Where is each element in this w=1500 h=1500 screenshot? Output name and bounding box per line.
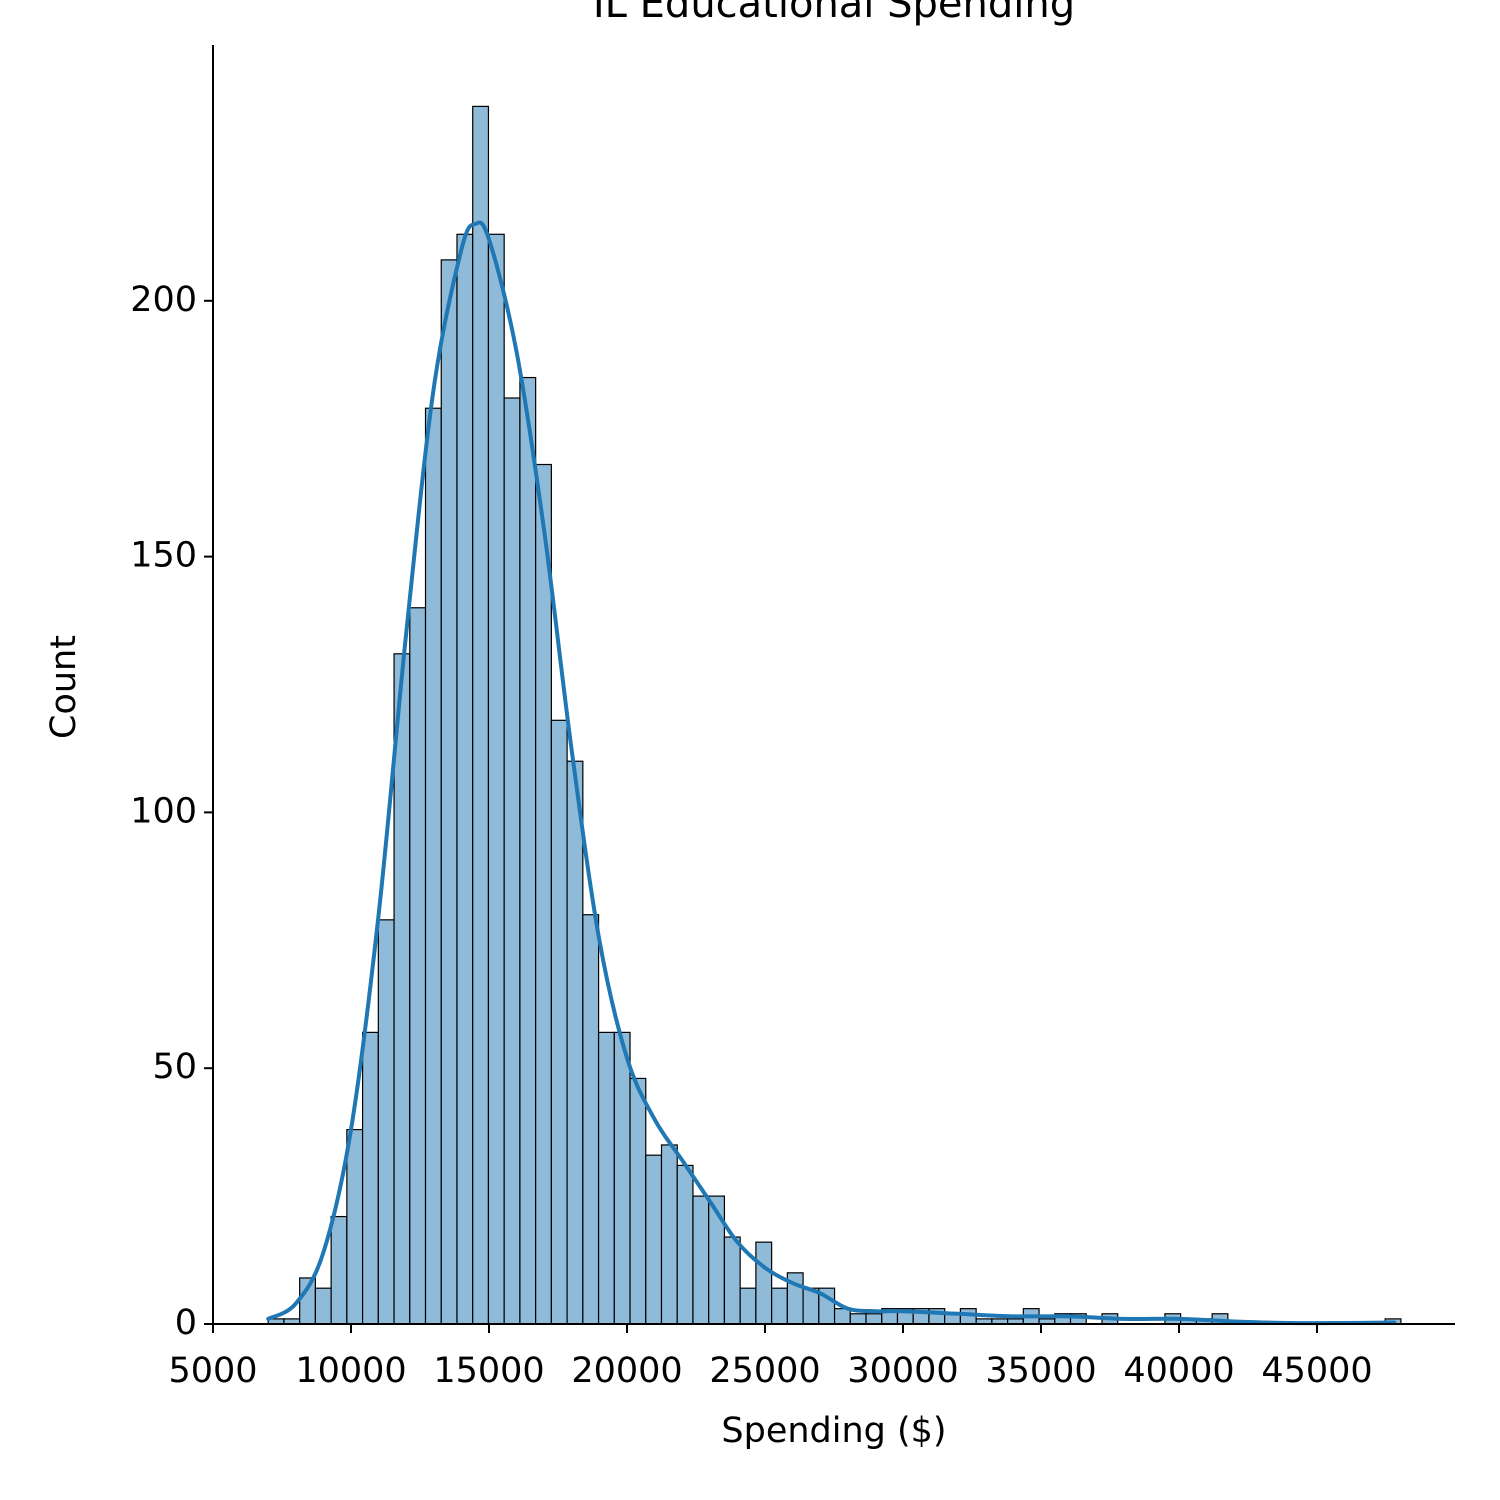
- x-tick-label: 35000: [985, 1351, 1096, 1391]
- bar: [597, 1031, 615, 1325]
- bar: [865, 1313, 883, 1325]
- x-tick-label: 5000: [168, 1351, 257, 1391]
- bar: [346, 1128, 364, 1325]
- x-axis-label: Spending ($): [721, 1411, 946, 1451]
- bar: [566, 760, 584, 1325]
- x-tick-label: 10000: [295, 1351, 406, 1391]
- bar: [755, 1241, 773, 1325]
- bar: [582, 914, 600, 1325]
- x-tick-label: 25000: [709, 1351, 820, 1391]
- y-axis-label: Count: [44, 635, 84, 739]
- bar: [424, 407, 442, 1325]
- y-tick-label: 50: [152, 1047, 197, 1087]
- bar: [771, 1287, 788, 1325]
- bar: [550, 719, 568, 1325]
- bar: [377, 919, 395, 1325]
- y-tick-label: 0: [175, 1303, 197, 1343]
- x-tick-label: 20000: [571, 1351, 682, 1391]
- bar: [535, 463, 552, 1325]
- bar: [314, 1287, 332, 1325]
- y-tick-label: 100: [130, 791, 197, 831]
- bar: [409, 607, 427, 1325]
- bar: [613, 1031, 631, 1325]
- x-tick-label: 45000: [1261, 1351, 1372, 1391]
- x-tick-label: 15000: [433, 1351, 544, 1391]
- bar: [440, 259, 458, 1325]
- bar: [645, 1154, 663, 1325]
- bar: [849, 1313, 867, 1325]
- kde-line: [266, 220, 1397, 1326]
- bar: [833, 1308, 851, 1325]
- bar: [676, 1164, 694, 1325]
- bar: [361, 1031, 379, 1325]
- bar: [660, 1144, 678, 1325]
- bar: [739, 1287, 757, 1325]
- x-tick-label: 40000: [1123, 1351, 1234, 1391]
- x-tick-label: 30000: [847, 1351, 958, 1391]
- bar: [330, 1215, 348, 1325]
- bar: [503, 397, 521, 1325]
- bar: [519, 376, 537, 1325]
- bar: [472, 105, 490, 1325]
- bar: [629, 1077, 647, 1325]
- bar: [487, 233, 505, 1325]
- y-tick-label: 150: [130, 536, 197, 576]
- chart-title: IL Educational Spending: [593, 0, 1075, 27]
- bar: [456, 233, 474, 1325]
- bar: [692, 1195, 710, 1325]
- bar: [723, 1236, 741, 1325]
- y-tick-label: 200: [130, 280, 197, 320]
